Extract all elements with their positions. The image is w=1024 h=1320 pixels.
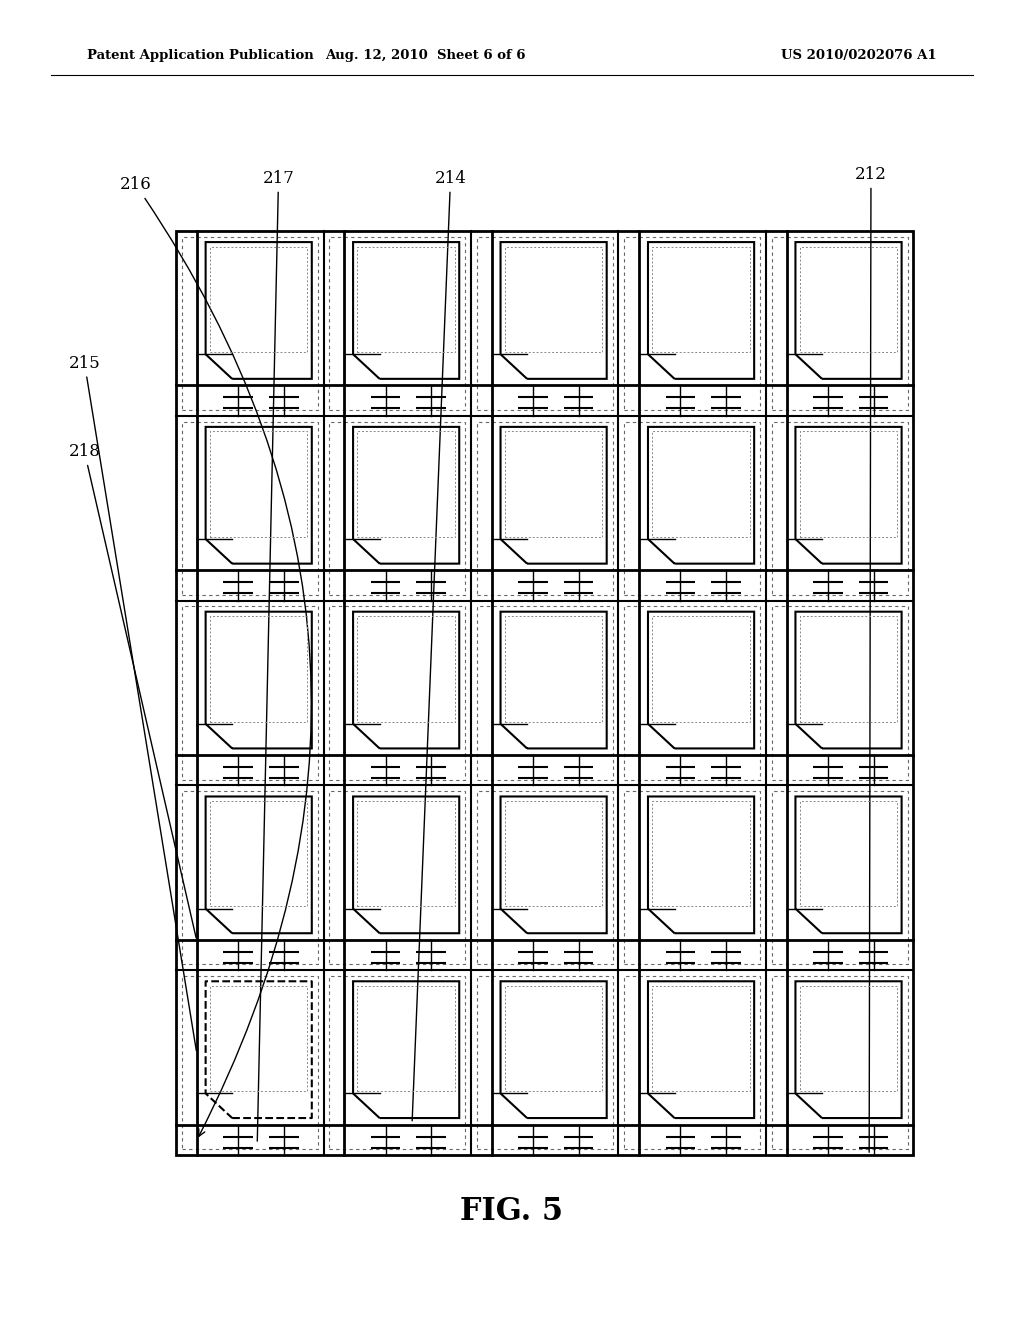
Bar (625, 606, 760, 780)
Bar (800, 986, 897, 1092)
Bar (505, 801, 602, 907)
Bar (772, 791, 907, 965)
Bar (505, 616, 602, 722)
Text: US 2010/0202076 A1: US 2010/0202076 A1 (781, 49, 937, 62)
Text: 212: 212 (855, 166, 887, 1152)
Bar (330, 236, 465, 411)
Bar (210, 247, 307, 352)
Bar (625, 236, 760, 411)
Bar (477, 791, 612, 965)
Bar (477, 975, 612, 1150)
Bar (330, 606, 465, 780)
Bar (477, 236, 612, 411)
Bar (210, 801, 307, 907)
Bar (652, 986, 750, 1092)
Bar (357, 432, 455, 537)
Bar (800, 616, 897, 722)
Bar (176, 231, 913, 1155)
Bar (625, 421, 760, 595)
Bar (625, 791, 760, 965)
Bar (210, 616, 307, 722)
Bar (505, 432, 602, 537)
Bar (800, 247, 897, 352)
Bar (652, 616, 750, 722)
Bar (477, 421, 612, 595)
Bar (625, 975, 760, 1150)
Bar (182, 236, 317, 411)
Text: 214: 214 (413, 170, 467, 1121)
Text: Patent Application Publication: Patent Application Publication (87, 49, 313, 62)
Bar (182, 606, 317, 780)
Bar (505, 986, 602, 1092)
Text: 217: 217 (257, 170, 295, 1140)
Bar (330, 791, 465, 965)
Bar (357, 801, 455, 907)
Bar (330, 975, 465, 1150)
Bar (182, 975, 317, 1150)
Bar (652, 432, 750, 537)
Bar (652, 247, 750, 352)
Bar (772, 236, 907, 411)
Bar (182, 421, 317, 595)
Bar (652, 801, 750, 907)
Bar (800, 801, 897, 907)
Text: Aug. 12, 2010  Sheet 6 of 6: Aug. 12, 2010 Sheet 6 of 6 (325, 49, 525, 62)
Bar (505, 247, 602, 352)
Bar (357, 616, 455, 722)
Bar (800, 432, 897, 537)
Text: 216: 216 (120, 177, 311, 1137)
Bar (772, 606, 907, 780)
Bar (182, 791, 317, 965)
Bar (477, 606, 612, 780)
Bar (772, 421, 907, 595)
Text: 218: 218 (69, 444, 197, 939)
Bar (210, 986, 307, 1092)
Text: FIG. 5: FIG. 5 (461, 1196, 563, 1228)
Bar (330, 421, 465, 595)
Bar (772, 975, 907, 1150)
Text: 215: 215 (69, 355, 197, 1051)
Bar (357, 247, 455, 352)
Bar (357, 986, 455, 1092)
Bar (210, 432, 307, 537)
